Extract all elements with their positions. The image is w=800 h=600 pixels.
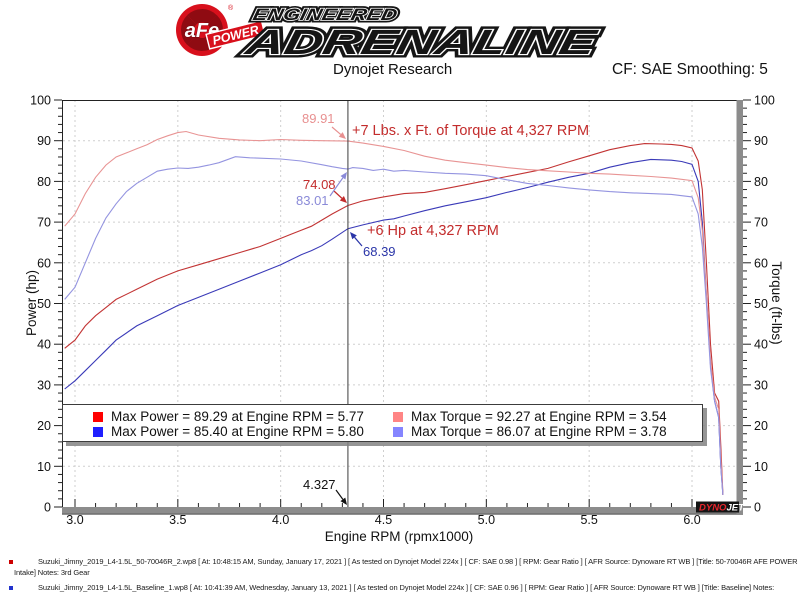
left-axis-label: Power (hp) — [24, 270, 39, 336]
svg-text:50: 50 — [754, 297, 768, 311]
svg-text:10: 10 — [754, 460, 768, 474]
legend-swatch-icon — [393, 426, 403, 437]
registered-mark: ® — [228, 4, 234, 12]
adrenaline-wordmark: ADRENALINE ADRENALINE — [237, 18, 606, 59]
footnote-baseline-run: Suzuki_Jimny_2019_L4-1.5L_Baseline_1.wp8… — [38, 583, 775, 592]
svg-text:80: 80 — [37, 175, 51, 189]
x-axis-label: Engine RPM (rpmx1000) — [325, 529, 474, 544]
svg-text:100: 100 — [754, 94, 775, 108]
right-axis-label: Torque (ft-lbs) — [769, 261, 784, 344]
legend-label: Max Power = 85.40 at Engine RPM = 5.80 — [111, 424, 364, 439]
cursor-rpm-label: 4.327 — [303, 477, 336, 492]
adrenaline-text: ADRENALINE — [241, 22, 601, 59]
svg-text:60: 60 — [37, 256, 51, 270]
svg-text:20: 20 — [37, 419, 51, 433]
chart-legend: Max Power = 89.29 at Engine RPM = 5.77 Ma… — [62, 404, 703, 442]
legend-item: Max Torque = 92.27 at Engine RPM = 3.54 — [393, 409, 667, 424]
curve-power_afe_intake — [64, 143, 724, 495]
svg-text:50: 50 — [37, 297, 51, 311]
power-gain-annotation: +6 Hp at 4,327 RPM — [367, 223, 499, 239]
svg-text:6.0: 6.0 — [683, 513, 700, 527]
dyno-curves — [64, 130, 724, 495]
svg-text:3.0: 3.0 — [66, 513, 83, 527]
svg-text:3.5: 3.5 — [169, 513, 186, 527]
footnote-bullet-afe — [9, 560, 13, 564]
engineered-wordmark: ENGINEERED ENGINEERED — [248, 3, 402, 27]
svg-text:0: 0 — [44, 501, 51, 515]
engineered-outline: ENGINEERED — [251, 6, 399, 25]
annotation-arrows — [329, 126, 363, 505]
legend-label: Max Power = 89.29 at Engine RPM = 5.77 — [111, 409, 364, 424]
legend-label: Max Torque = 92.27 at Engine RPM = 3.54 — [411, 409, 667, 424]
legend-item: Max Power = 89.29 at Engine RPM = 5.77 — [93, 409, 364, 424]
gridlines — [63, 100, 736, 507]
power-afe-readout: 74.08 — [303, 177, 336, 192]
legend-torque-column: Max Torque = 92.27 at Engine RPM = 3.54 M… — [393, 409, 667, 439]
legend-item: Max Power = 85.40 at Engine RPM = 5.80 — [93, 424, 364, 439]
dynojet-jet-text: JET — [726, 503, 745, 514]
svg-text:40: 40 — [37, 338, 51, 352]
engineered-text: ENGINEERED — [251, 6, 399, 25]
legend-swatch-icon — [93, 426, 103, 437]
svg-text:100: 100 — [30, 94, 51, 108]
svg-text:DYNOJET: DYNOJET — [699, 503, 745, 514]
curve-torque_afe_intake — [64, 130, 724, 495]
svg-text:5.0: 5.0 — [478, 513, 495, 527]
legend-item: Max Torque = 86.07 at Engine RPM = 3.78 — [393, 424, 667, 439]
svg-text:70: 70 — [37, 216, 51, 230]
svg-text:4.0: 4.0 — [272, 513, 289, 527]
footnote-bullet-baseline — [9, 586, 13, 590]
svg-text:4.5: 4.5 — [375, 513, 392, 527]
svg-text:70: 70 — [754, 216, 768, 230]
chart-title: Dynojet Research — [333, 61, 453, 78]
torque-afe-readout: 89.91 — [302, 111, 335, 126]
svg-text:5.5: 5.5 — [580, 513, 597, 527]
footnote-afe-run: Suzuki_Jimny_2019_L4-1.5L_50-70046R_2.wp… — [14, 557, 798, 577]
svg-text:0: 0 — [754, 501, 761, 515]
svg-text:90: 90 — [37, 134, 51, 148]
smoothing-setting: CF: SAE Smoothing: 5 — [612, 61, 768, 78]
torque-baseline-readout: 83.01 — [296, 193, 329, 208]
tick-labels: 0 0 10 10 20 20 30 30 40 40 50 50 60 60 70 70 80 80 90 90 10… — [30, 94, 775, 528]
legend-swatch-icon — [393, 411, 403, 422]
curve-torque_baseline — [64, 156, 724, 495]
dynojet-watermark: DYNOJET — [696, 501, 745, 514]
legend-swatch-icon — [93, 411, 103, 422]
svg-text:60: 60 — [754, 256, 768, 270]
legend-label: Max Torque = 86.07 at Engine RPM = 3.78 — [411, 424, 667, 439]
afe-adrenaline-logo: aFe ® POWER ENGINEERED ENGINEERED ADRENA… — [176, 3, 606, 59]
svg-text:10: 10 — [37, 460, 51, 474]
power-baseline-readout: 68.39 — [363, 244, 396, 259]
svg-text:30: 30 — [754, 378, 768, 392]
curve-power_baseline — [64, 158, 724, 495]
dynojet-dyno-text: DYNO — [699, 503, 727, 514]
legend-power-column: Max Power = 89.29 at Engine RPM = 5.77 Ma… — [93, 409, 364, 439]
axes — [54, 99, 751, 515]
svg-text:40: 40 — [754, 338, 768, 352]
torque-gain-annotation: +7 Lbs. x Ft. of Torque at 4,327 RPM — [352, 123, 589, 139]
adrenaline-outline: ADRENALINE — [241, 22, 601, 59]
svg-text:30: 30 — [37, 378, 51, 392]
svg-text:80: 80 — [754, 175, 768, 189]
svg-text:90: 90 — [754, 134, 768, 148]
svg-text:20: 20 — [754, 419, 768, 433]
